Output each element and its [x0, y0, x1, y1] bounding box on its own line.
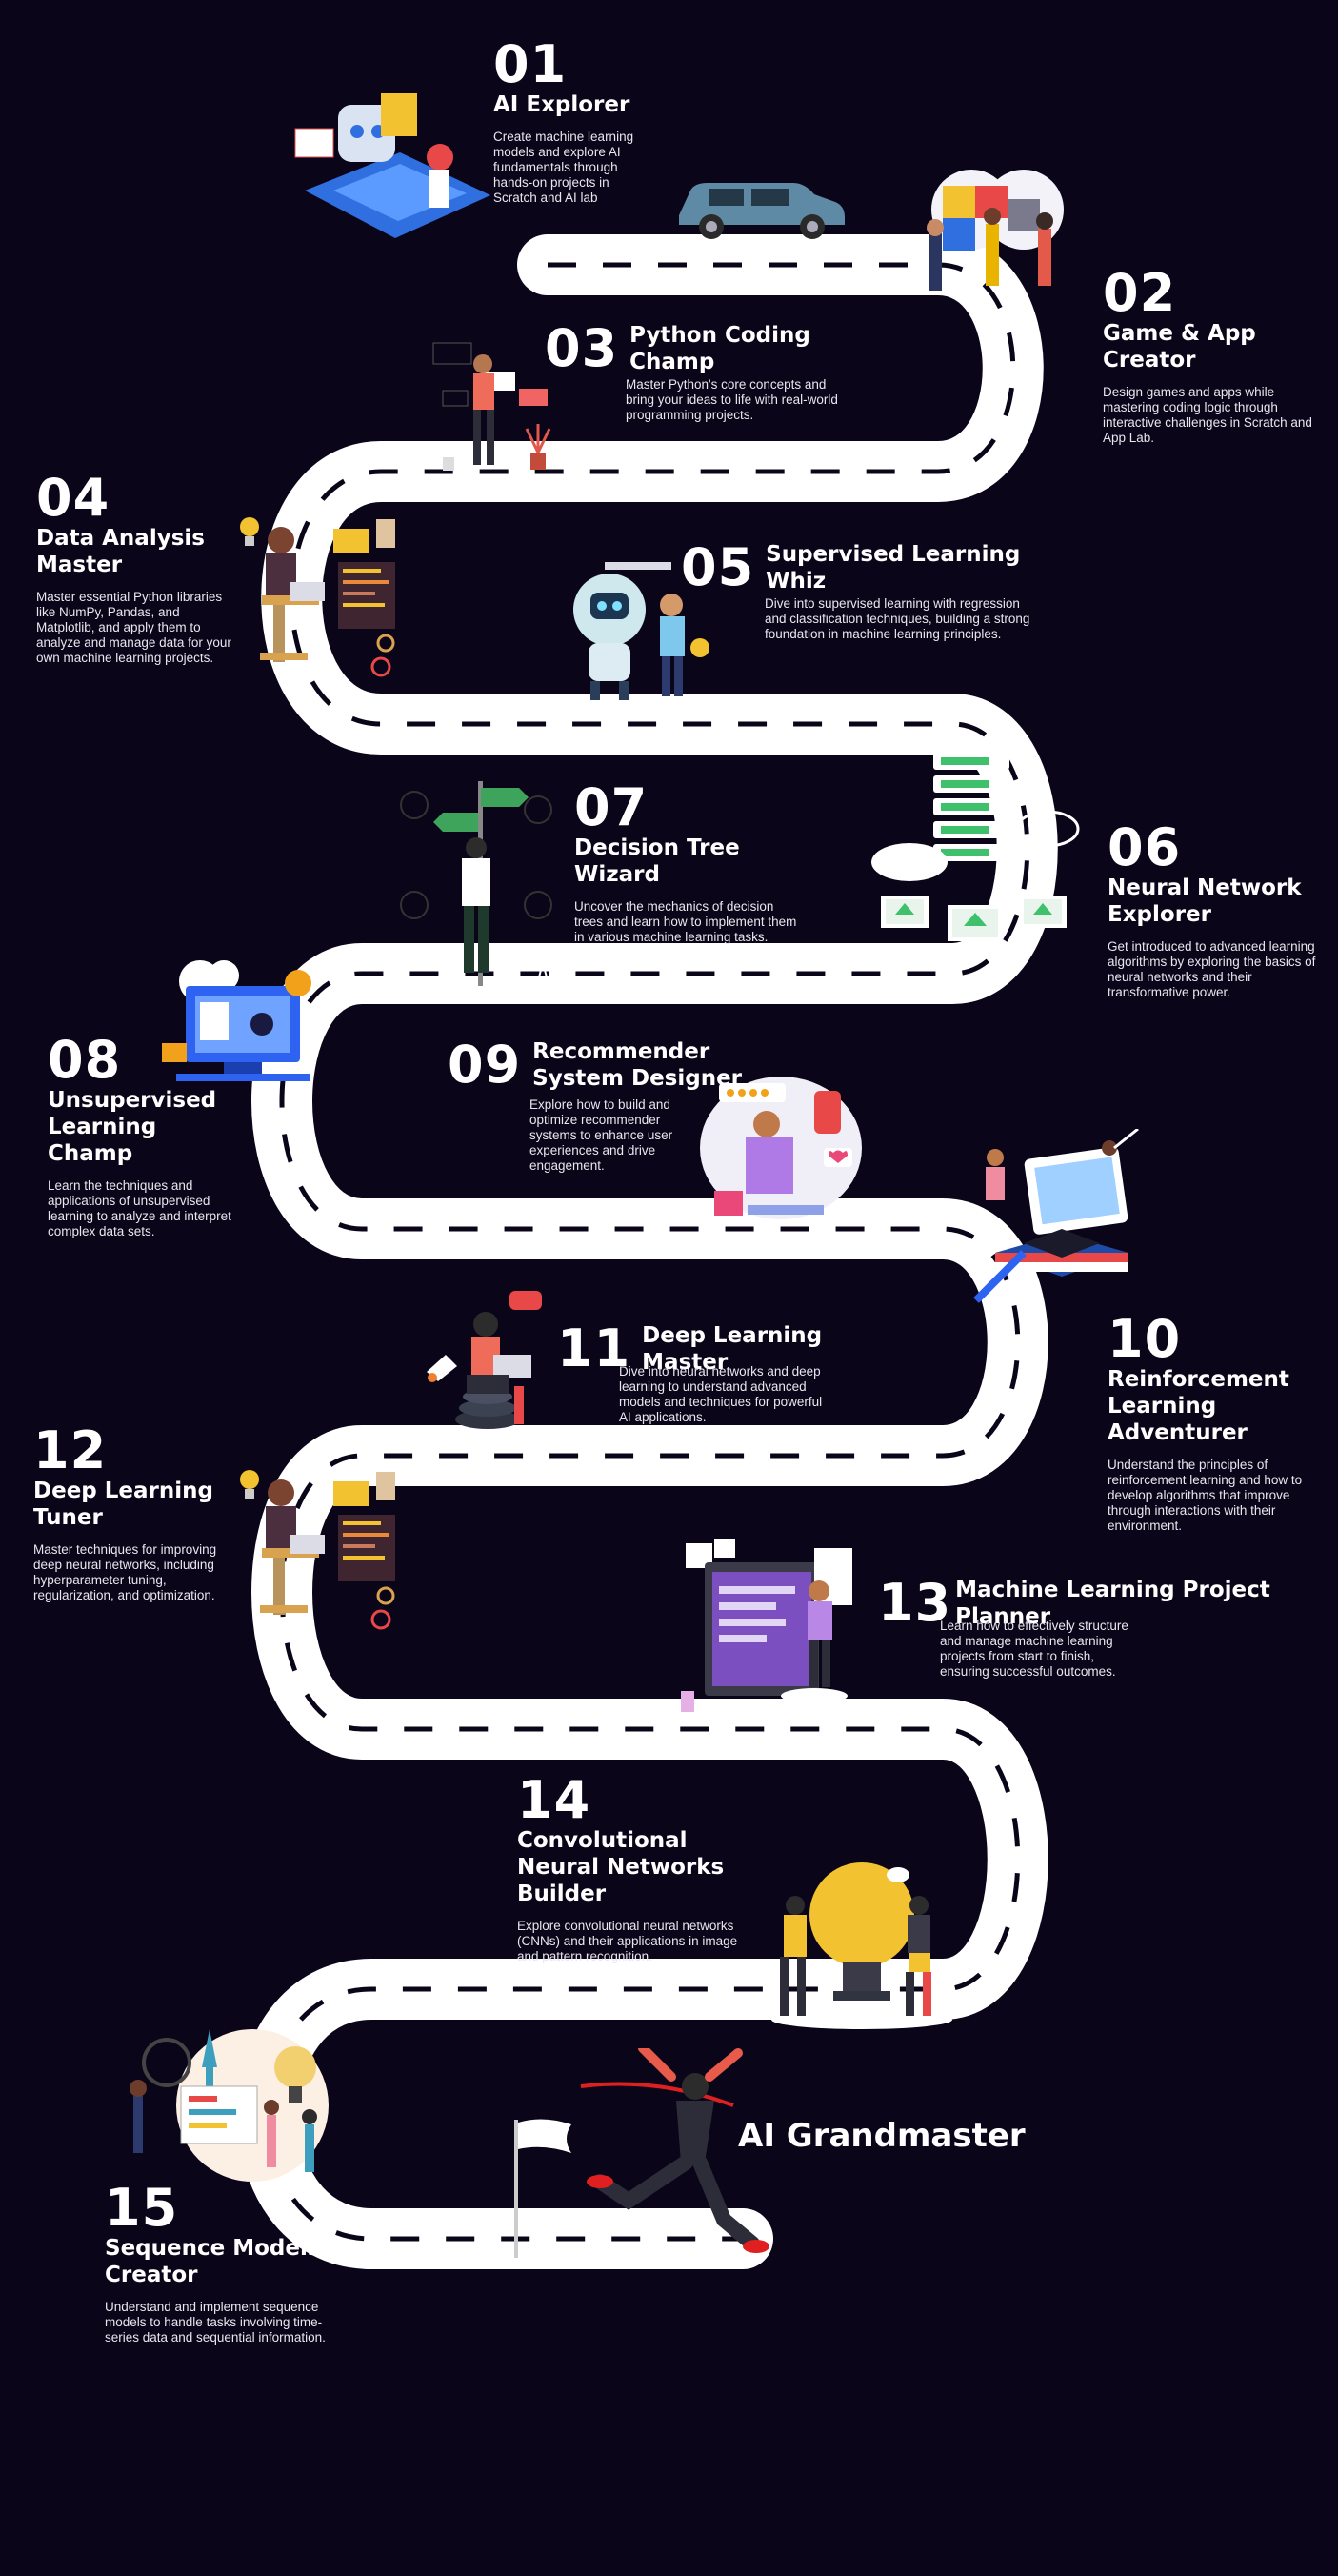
- step-number: 07: [574, 777, 649, 837]
- step-number: 02: [1103, 263, 1177, 323]
- step-title: Machine Learning Project Planner: [955, 1578, 1270, 1629]
- step-15: 15 Sequence Models Creator Understand an…: [105, 2182, 343, 2345]
- coder-illustration: [432, 342, 551, 471]
- step-title: Sequence Models Creator: [105, 2236, 321, 2287]
- step-title: Convolutional Neural Networks Builder: [517, 1828, 725, 1906]
- step-description: Design games and apps while mastering co…: [1103, 385, 1312, 445]
- step-title: Neural Network Explorer: [1108, 875, 1302, 927]
- step-number: 03: [545, 318, 619, 378]
- step-11: 11 Deep Learning Master Dive into neural…: [557, 1322, 881, 1425]
- step-description: Dive into supervised learning with regre…: [765, 596, 1030, 641]
- step-description: Understand the principles of reinforceme…: [1108, 1458, 1303, 1533]
- step-14: 14 Convolutional Neural Networks Builder…: [517, 1774, 755, 1964]
- step-number: 10: [1108, 1309, 1182, 1369]
- puzzle-team-illustration: [927, 170, 1064, 291]
- step-number: 05: [681, 537, 755, 597]
- step-description: Get introduced to advanced learning algo…: [1108, 939, 1316, 999]
- step-description: Learn the techniques and applications of…: [48, 1178, 231, 1238]
- step-number: 12: [33, 1420, 108, 1480]
- step-title: Unsupervised Learning Champ: [48, 1088, 217, 1166]
- step-description: Dive into neural networks and deep learn…: [619, 1364, 823, 1424]
- step-description: Explore how to build and optimize recomm…: [529, 1097, 673, 1173]
- graduation-laptop-illustration: [973, 1129, 1139, 1303]
- step-number: 06: [1108, 817, 1182, 877]
- step-number: 01: [493, 34, 568, 94]
- step-13: 13 Machine Learning Project Planner Lear…: [878, 1577, 1326, 1680]
- shopping-recommend-illustration: [700, 1077, 862, 1219]
- step-title: Recommender System Designer: [532, 1039, 743, 1091]
- step-number: 11: [557, 1318, 631, 1379]
- step-description: Learn how to effectively structure and m…: [940, 1619, 1128, 1679]
- step-08: 08 Unsupervised Learning Champ Learn the…: [48, 1034, 238, 1239]
- step-description: Master Python's core concepts and bring …: [626, 377, 838, 422]
- step-number: 09: [448, 1035, 522, 1095]
- step-title: AI Explorer: [493, 92, 630, 117]
- step-number: 08: [48, 1030, 122, 1090]
- step-01: 01 AI Explorer Create machine learning m…: [493, 38, 655, 206]
- step-09: 09 Recommender System Designer Explore h…: [448, 1038, 762, 1174]
- step-05: 05 Supervised Learning Whiz Dive into su…: [681, 541, 1062, 642]
- step-title: Game & App Creator: [1103, 321, 1256, 372]
- step-description: Explore convolutional neural networks (C…: [517, 1919, 738, 1963]
- step-title: Python Coding Champ: [629, 323, 810, 374]
- step-12: 12 Deep Learning Tuner Master techniques…: [33, 1424, 233, 1603]
- step-title: Data Analysis Master: [36, 526, 205, 577]
- server-cloud-illustration: [871, 753, 1080, 941]
- planner-board-illustration: [681, 1539, 852, 1712]
- laptop-robot-illustration: [294, 93, 490, 238]
- step-03: 03 Python Coding Champ Master Python's c…: [545, 322, 888, 423]
- team-board-illustration: [130, 2029, 329, 2182]
- step-04: 04 Data Analysis Master Master essential…: [36, 472, 231, 666]
- step-description: Understand and implement sequence models…: [105, 2300, 326, 2345]
- rocket-person-illustration: [427, 1291, 542, 1429]
- step-number: 13: [878, 1573, 952, 1633]
- finish-runner-illustration: [514, 2048, 769, 2258]
- step-description: Uncover the mechanics of decision trees …: [574, 899, 797, 944]
- analyst-desk-illustration: [240, 517, 395, 677]
- step-number: 14: [517, 1770, 591, 1830]
- step-number: 04: [36, 468, 110, 528]
- step-07: 07 Decision Tree Wizard Uncover the mech…: [574, 781, 803, 945]
- step-number: 15: [105, 2178, 179, 2238]
- step-02: 02 Game & App Creator Design games and a…: [1103, 267, 1327, 446]
- step-title: Deep Learning Tuner: [33, 1479, 213, 1530]
- analyst-desk-illustration: [240, 1470, 395, 1630]
- step-title: Decision Tree Wizard: [574, 835, 740, 887]
- monitor-gears-illustration: [162, 960, 311, 1081]
- step-title: Supervised Learning Whiz: [766, 542, 1021, 594]
- step-title: Deep Learning Master: [642, 1323, 823, 1375]
- lightbulb-team-illustration: [771, 1862, 952, 2029]
- step-title: Reinforcement Learning Adventurer: [1108, 1367, 1289, 1445]
- step-10: 10 Reinforcement Learning Adventurer Und…: [1108, 1313, 1331, 1534]
- step-06: 06 Neural Network Explorer Get introduce…: [1108, 821, 1327, 1000]
- signpost-person-illustration: [389, 781, 552, 986]
- car-icon: [679, 183, 845, 239]
- robot-mentor-illustration: [573, 562, 709, 700]
- step-description: Master techniques for improving deep neu…: [33, 1542, 217, 1602]
- step-description: Create machine learning models and explo…: [493, 130, 634, 205]
- step-description: Master essential Python libraries like N…: [36, 590, 231, 665]
- finale-title: AI Grandmaster: [738, 2117, 1026, 2155]
